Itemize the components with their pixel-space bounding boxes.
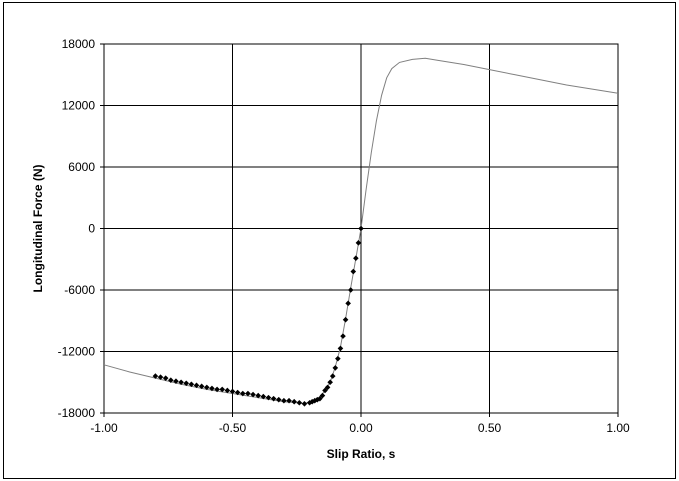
data-point-marker (239, 390, 246, 397)
y-tick-label: 12000 (62, 99, 96, 113)
x-axis-label: Slip Ratio, s (327, 447, 396, 461)
data-point-marker (173, 378, 179, 385)
y-tick-labels: 18000 12000 6000 0 -6000 -12000 -18000 (58, 37, 96, 420)
data-point-marker (345, 300, 351, 307)
data-point-marker (152, 373, 159, 379)
data-point-marker (265, 394, 272, 401)
x-tick-label: 0.50 (478, 421, 502, 435)
data-point-marker (183, 380, 190, 387)
data-point-marker (358, 225, 364, 232)
data-point-marker (311, 397, 318, 404)
data-point-marker (198, 383, 205, 390)
data-point-marker (188, 381, 195, 388)
data-point-marker (309, 398, 315, 405)
data-point-marker (209, 385, 215, 392)
data-point-marker (317, 395, 323, 402)
data-point-marker (229, 388, 236, 395)
plot-area-border (103, 43, 619, 414)
data-point-marker (335, 355, 341, 362)
data-point-marker (245, 390, 251, 397)
data-point-marker (355, 240, 362, 246)
data-markers (152, 225, 364, 407)
data-point-marker (322, 387, 328, 394)
x-tick-label: -0.50 (219, 421, 247, 435)
data-point-marker (296, 399, 303, 406)
y-tick-label: -12000 (58, 345, 96, 359)
data-point-marker (286, 397, 292, 404)
data-point-marker (157, 374, 164, 380)
data-point-marker (168, 377, 174, 383)
data-point-marker (342, 316, 349, 323)
data-point-marker (178, 379, 184, 386)
chart-frame (3, 2, 676, 479)
data-point-marker (260, 393, 267, 400)
data-point-marker (270, 395, 277, 402)
data-point-marker (224, 387, 231, 394)
y-tick-label: -18000 (58, 406, 96, 420)
data-point-marker (291, 398, 297, 405)
data-point-marker (162, 375, 169, 381)
x-tick-labels: -1.00 -0.50 0.00 0.50 1.00 (90, 421, 630, 435)
y-tick-label: 18000 (62, 37, 96, 51)
data-point-marker (214, 386, 220, 393)
data-point-marker (234, 389, 241, 396)
data-point-marker (219, 386, 226, 393)
data-point-marker (204, 384, 210, 391)
y-axis-label: Longitudinal Force (N) (31, 165, 45, 293)
data-point-marker (347, 287, 354, 293)
data-point-marker (324, 384, 331, 391)
x-tick-label: 0.00 (349, 421, 373, 435)
data-point-marker (337, 345, 344, 352)
y-tick-label: 6000 (68, 160, 95, 174)
data-point-marker (340, 333, 346, 339)
x-tick-label: -1.00 (90, 421, 118, 435)
data-point-marker (281, 397, 287, 404)
data-point-marker (332, 365, 339, 371)
data-point-marker (193, 382, 200, 389)
data-point-marker (353, 255, 359, 262)
grid-lines (100, 43, 619, 417)
data-point-marker (301, 400, 308, 407)
data-point-marker (319, 392, 326, 399)
data-point-marker (350, 268, 357, 275)
x-tick-label: 1.00 (606, 421, 630, 435)
y-tick-label: -6000 (64, 283, 95, 297)
data-point-marker (250, 391, 256, 398)
data-point-marker (255, 392, 261, 399)
data-point-marker (329, 373, 336, 379)
data-point-marker (275, 396, 282, 403)
y-tick-label: 0 (88, 222, 95, 236)
data-point-marker (327, 379, 333, 386)
